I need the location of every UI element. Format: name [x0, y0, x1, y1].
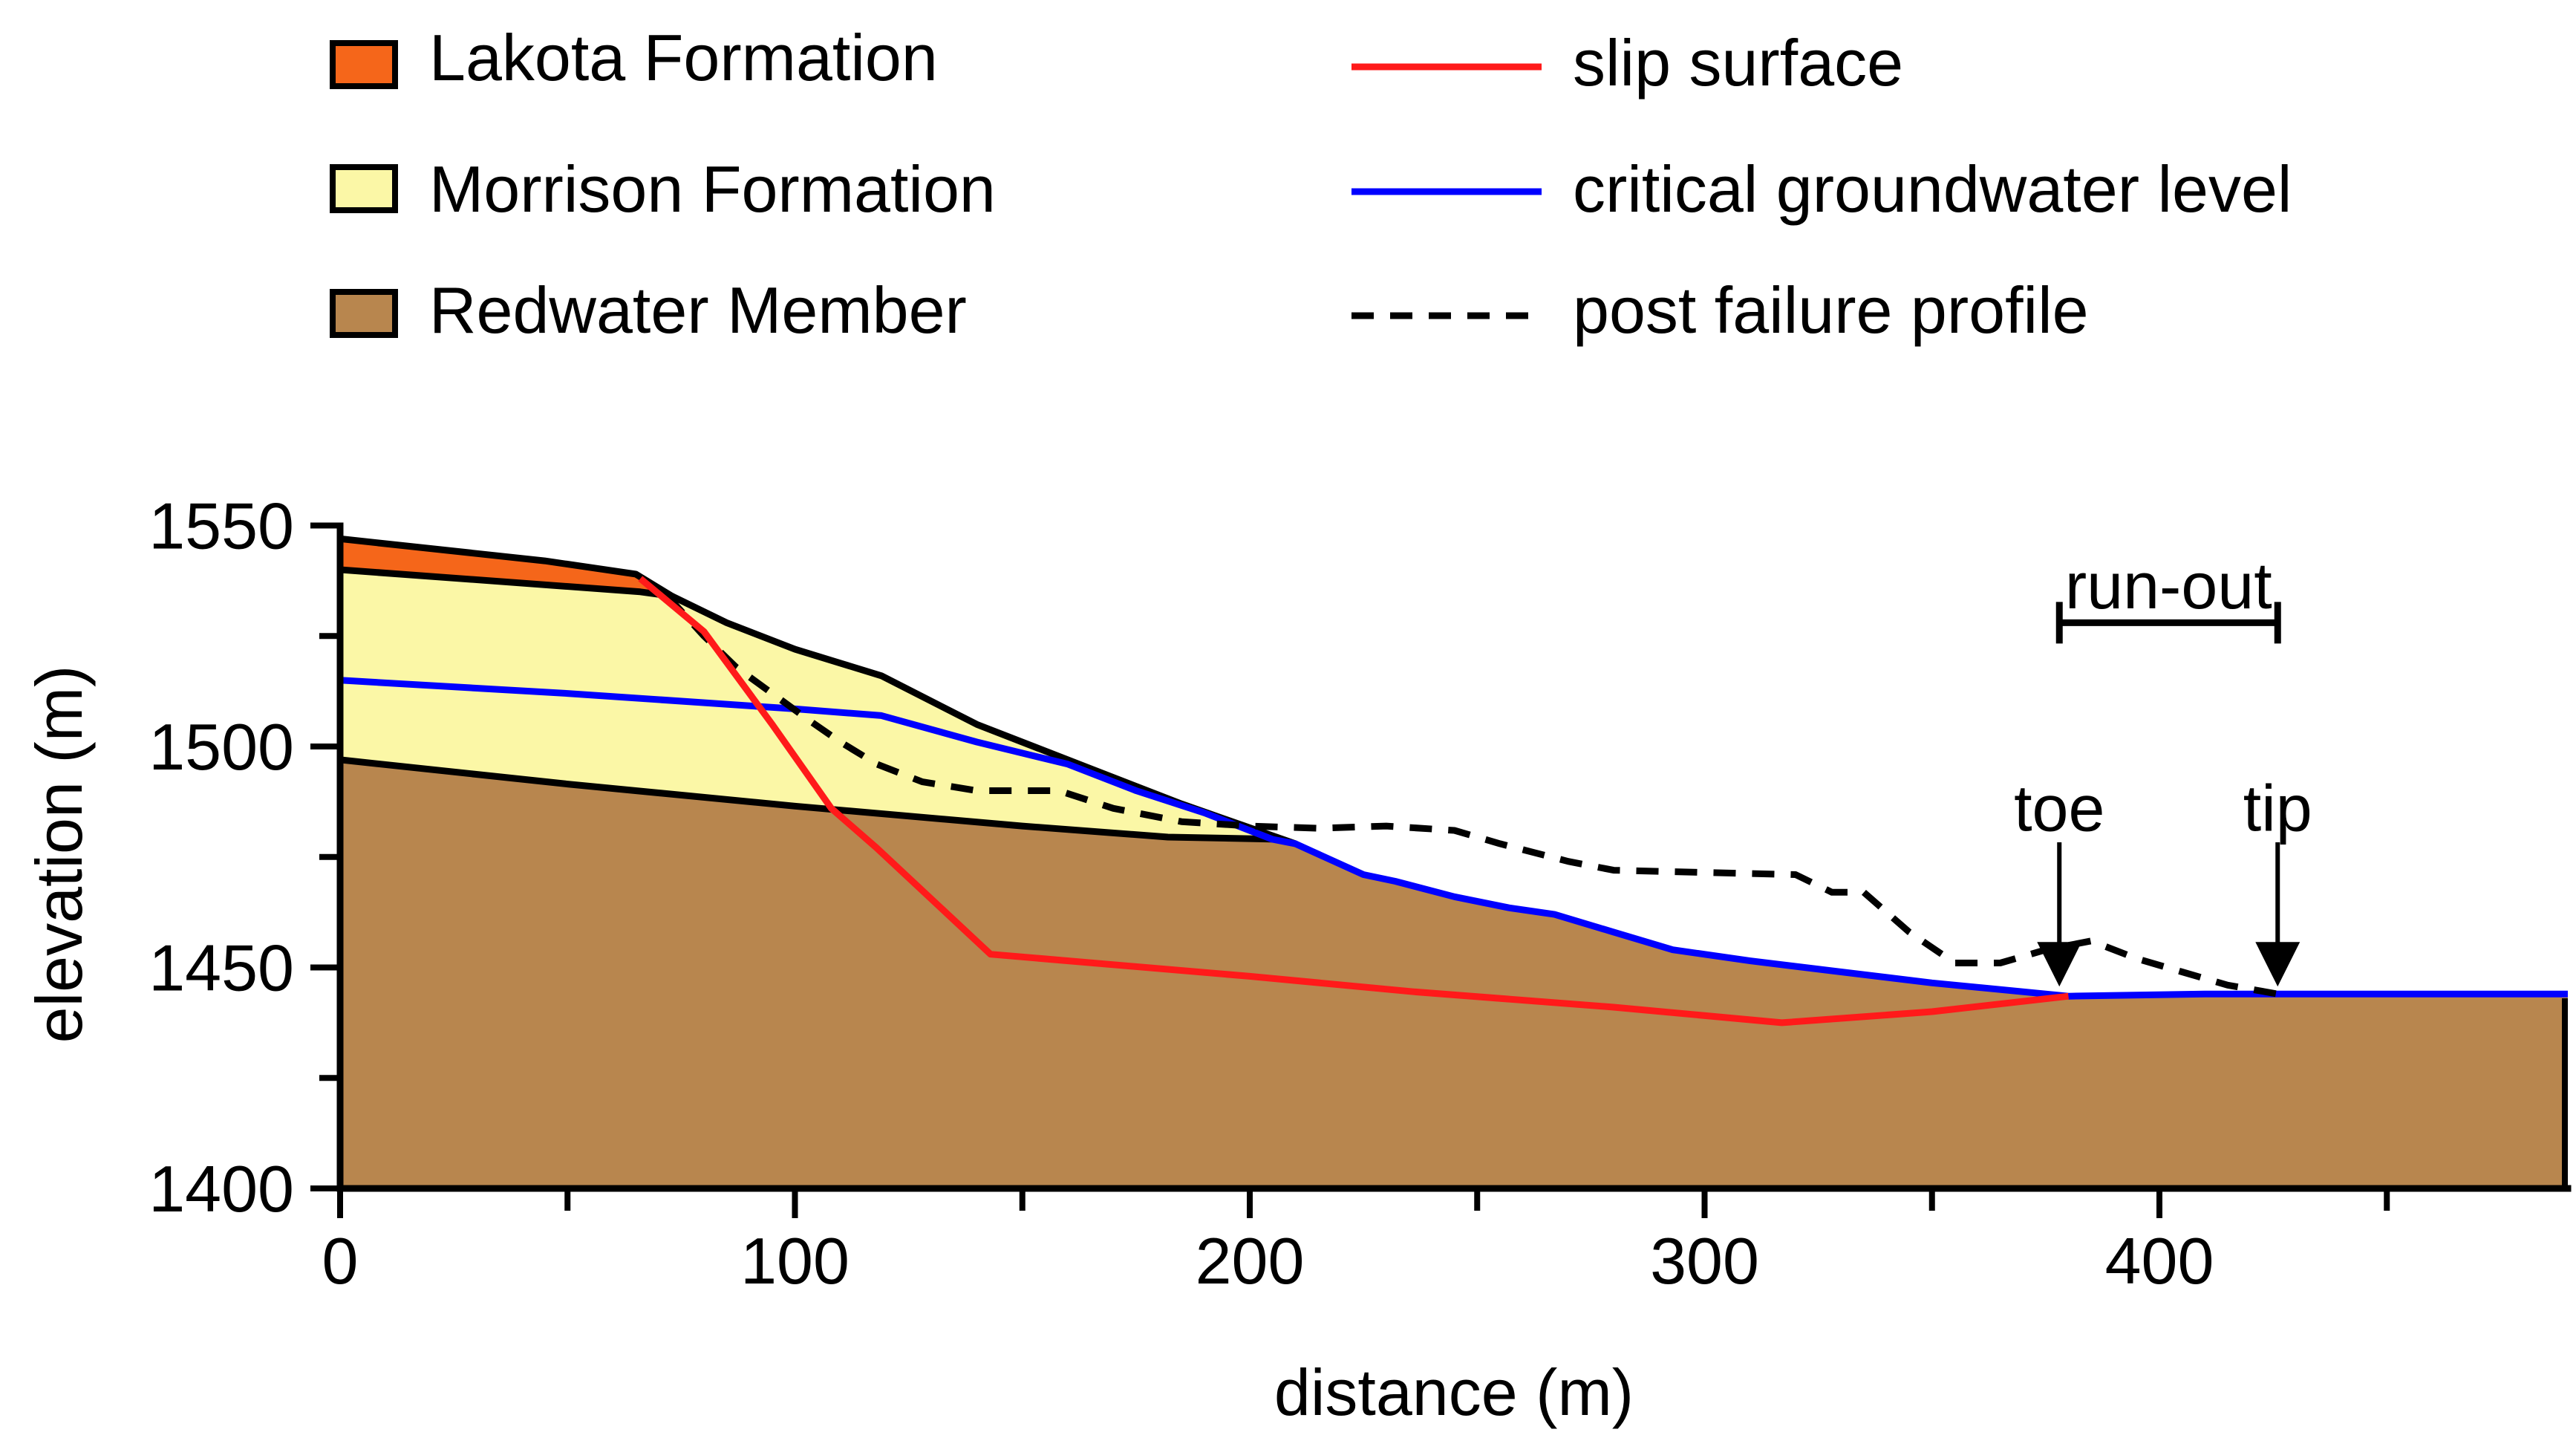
x-ticks: 0 100 200 300 400 — [322, 1188, 2390, 1298]
x-tick-label: 400 — [2105, 1224, 2214, 1298]
boundary-ground-surface — [340, 535, 1299, 847]
series-slip-surface — [638, 576, 2070, 1027]
y-tick-label: 1500 — [149, 710, 294, 784]
legend-swatch-morrison — [330, 164, 398, 213]
x-tick-label: 100 — [740, 1224, 850, 1298]
formation-layers — [340, 539, 2568, 1188]
boundary-morrison-base — [340, 756, 1285, 843]
x-tick-label: 200 — [1196, 1224, 1305, 1298]
toe-label: toe — [2014, 771, 2104, 845]
layer-redwater-member — [340, 759, 2568, 1188]
y-tick-label: 1450 — [149, 931, 294, 1005]
legend-label-lakota: Lakota Formation — [429, 21, 938, 94]
y-tick-label: 1400 — [149, 1152, 294, 1226]
x-tick-label: 0 — [322, 1224, 359, 1298]
run-out-label: run-out — [2065, 549, 2272, 622]
x-axis-title: distance (m) — [1274, 1356, 1634, 1429]
legend-item-morrison: Morrison Formation — [330, 152, 996, 226]
legend: Lakota Formation Morrison Formation Redw… — [330, 21, 2292, 347]
legend-item-groundwater: critical groundwater level — [1351, 152, 2292, 226]
y-ticks: 1400 1450 1500 1550 — [149, 489, 340, 1226]
legend-item-redwater: Redwater Member — [330, 273, 967, 347]
legend-item-slip-surface: slip surface — [1351, 26, 1903, 100]
annotations: run-out toe tip — [2014, 549, 2312, 987]
annotation-run-out: run-out — [2055, 549, 2281, 644]
axes: 0 100 200 300 400 1400 1450 1500 1550 distance … — [22, 489, 2572, 1429]
legend-swatch-lakota — [330, 40, 398, 89]
layer-morrison-formation — [340, 570, 1273, 839]
series-critical-groundwater-level — [340, 677, 2568, 1000]
tip-label: tip — [2243, 771, 2312, 845]
line-series — [340, 576, 2568, 1027]
legend-label-post-failure: post failure profile — [1573, 273, 2089, 347]
legend-item-post-failure: post failure profile — [1351, 273, 2089, 347]
legend-label-slip-surface: slip surface — [1573, 26, 1903, 100]
annotation-toe: toe — [2014, 771, 2104, 987]
legend-label-groundwater: critical groundwater level — [1573, 152, 2292, 226]
legend-item-lakota: Lakota Formation — [330, 21, 938, 94]
plot-area — [340, 535, 2568, 1188]
x-tick-label: 300 — [1650, 1224, 1759, 1298]
annotation-tip: tip — [2243, 771, 2312, 987]
legend-label-redwater: Redwater Member — [429, 273, 967, 347]
layer-lakota-formation — [340, 539, 673, 596]
series-post-failure-profile — [665, 593, 2279, 998]
legend-swatch-redwater — [330, 289, 398, 338]
y-axis-title: elevation (m) — [22, 666, 96, 1044]
y-tick-label: 1550 — [149, 489, 294, 563]
legend-label-morrison: Morrison Formation — [429, 152, 996, 226]
